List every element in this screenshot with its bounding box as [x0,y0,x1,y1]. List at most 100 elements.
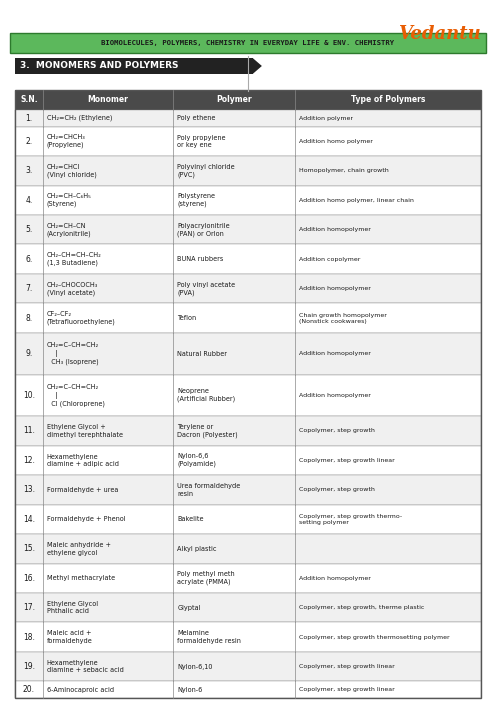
Text: Addition homo polymer: Addition homo polymer [299,139,372,144]
Text: Polyacrylonitrile
(PAN) or Orlon: Polyacrylonitrile (PAN) or Orlon [178,223,230,237]
Text: 17.: 17. [23,603,35,612]
Text: Urea formaldehyde
resin: Urea formaldehyde resin [178,483,241,496]
Text: Poly vinyl acetate
(PVA): Poly vinyl acetate (PVA) [178,282,236,296]
FancyBboxPatch shape [15,534,481,564]
FancyBboxPatch shape [15,682,481,698]
Text: Poly ethene: Poly ethene [178,115,216,121]
Text: Formaldehyde + Phenol: Formaldehyde + Phenol [47,517,125,522]
Text: CH₂=CHCH₃
(Propylene): CH₂=CHCH₃ (Propylene) [47,134,86,148]
FancyBboxPatch shape [15,375,481,416]
Text: 3.  MONOMERS AND POLYMERS: 3. MONOMERS AND POLYMERS [20,62,179,70]
FancyBboxPatch shape [15,505,481,534]
Text: BIOMOLECULES, POLYMERS, CHEMISTRY IN EVERYDAY LIFE & ENV. CHEMISTRY: BIOMOLECULES, POLYMERS, CHEMISTRY IN EVE… [102,40,394,46]
Text: CH₂=C–CH=CH₂
    |
  CH₃ (Isoprene): CH₂=C–CH=CH₂ | CH₃ (Isoprene) [47,343,99,365]
Text: Maleic anhydride +
ethylene glycol: Maleic anhydride + ethylene glycol [47,542,111,555]
Text: Copolymer, step growth linear: Copolymer, step growth linear [299,458,394,463]
Text: Bakelite: Bakelite [178,517,204,522]
Text: CH₂=CH–CN
(Acrylonitrile): CH₂=CH–CN (Acrylonitrile) [47,223,91,237]
Text: Neoprene
(Artificial Rubber): Neoprene (Artificial Rubber) [178,388,236,402]
FancyBboxPatch shape [15,126,481,156]
Text: Chain growth homopolymer
(Nonstick cookwares): Chain growth homopolymer (Nonstick cookw… [299,312,386,324]
FancyBboxPatch shape [15,593,481,623]
Text: CH₂–CH=CH–CH₂
(1,3 Butadiene): CH₂–CH=CH–CH₂ (1,3 Butadiene) [47,252,102,266]
Text: Addition polymer: Addition polymer [299,116,353,121]
Text: 4.: 4. [25,196,33,205]
FancyBboxPatch shape [15,215,481,244]
FancyBboxPatch shape [15,156,481,185]
FancyBboxPatch shape [15,475,481,505]
Text: Polymer: Polymer [216,95,252,104]
Text: 13.: 13. [23,485,35,494]
FancyBboxPatch shape [15,58,253,74]
Text: Copolymer, step growth: Copolymer, step growth [299,428,374,434]
FancyBboxPatch shape [15,446,481,475]
Text: 7.: 7. [25,284,33,293]
Text: 1.: 1. [25,114,32,123]
Text: CH₂–CHOCOCH₃
(Vinyl acetate): CH₂–CHOCOCH₃ (Vinyl acetate) [47,282,98,296]
Text: 9.: 9. [25,349,33,358]
FancyBboxPatch shape [15,303,481,333]
Text: Ethylene Glycol
Phthalic acid: Ethylene Glycol Phthalic acid [47,601,98,614]
Text: Addition homopolymer: Addition homopolymer [299,351,371,356]
Text: CH₂=CH–C₆H₅
(Styrene): CH₂=CH–C₆H₅ (Styrene) [47,193,92,207]
Text: Nylon-6,10: Nylon-6,10 [178,663,213,670]
Text: CH₂=CHCl
(Vinyl chloride): CH₂=CHCl (Vinyl chloride) [47,164,97,178]
Text: 6-Aminocaproic acid: 6-Aminocaproic acid [47,687,114,693]
FancyBboxPatch shape [15,416,481,446]
Text: Teflon: Teflon [178,315,196,321]
Text: Addition copolymer: Addition copolymer [299,257,360,262]
Text: 11.: 11. [23,427,35,435]
Text: Formaldehyde + urea: Formaldehyde + urea [47,487,118,493]
Text: Addition homopolymer: Addition homopolymer [299,576,371,581]
Text: Addition homopolymer: Addition homopolymer [299,227,371,232]
Text: Glyptal: Glyptal [178,604,201,611]
FancyBboxPatch shape [15,564,481,593]
Text: 5.: 5. [25,225,33,234]
Text: CF₂–CF₂
(Tetrafluoroethylene): CF₂–CF₂ (Tetrafluoroethylene) [47,311,116,325]
Text: 16.: 16. [23,574,35,583]
Text: Copolymer, step growth: Copolymer, step growth [299,487,374,492]
FancyBboxPatch shape [15,333,481,375]
Text: Melamine
formaldehyde resin: Melamine formaldehyde resin [178,630,241,644]
Text: CH₂=C–CH=CH₂
    |
  Cl (Chloroprene): CH₂=C–CH=CH₂ | Cl (Chloroprene) [47,384,105,406]
Text: Methyl methacrylate: Methyl methacrylate [47,575,115,581]
FancyBboxPatch shape [15,90,481,110]
Text: Copolymer, step growth thermosetting polymer: Copolymer, step growth thermosetting pol… [299,635,449,640]
Text: Copolymer, step growth linear: Copolymer, step growth linear [299,687,394,692]
FancyBboxPatch shape [15,244,481,274]
Text: Terylene or
Dacron (Polyester): Terylene or Dacron (Polyester) [178,424,238,438]
Text: 18.: 18. [23,633,35,642]
Text: 8.: 8. [25,314,32,323]
Text: S.N.: S.N. [20,95,38,104]
Text: Nylon-6: Nylon-6 [178,687,203,693]
Text: Addition homo polymer, linear chain: Addition homo polymer, linear chain [299,198,414,203]
Text: 2.: 2. [25,137,32,146]
FancyBboxPatch shape [15,110,481,126]
Text: Poly propylene
or key ene: Poly propylene or key ene [178,135,226,148]
Text: 15.: 15. [23,544,35,553]
Text: Addition homopolymer: Addition homopolymer [299,393,371,398]
FancyBboxPatch shape [15,274,481,303]
Text: Addition homopolymer: Addition homopolymer [299,286,371,291]
Polygon shape [253,58,262,74]
Text: 19.: 19. [23,662,35,671]
Text: Type of Polymers: Type of Polymers [351,95,425,104]
FancyBboxPatch shape [10,33,486,53]
Text: 3.: 3. [25,166,33,176]
Text: Nylon-6,6
(Polyamide): Nylon-6,6 (Polyamide) [178,453,216,468]
Text: Copolymer, step growth linear: Copolymer, step growth linear [299,664,394,669]
Text: 12.: 12. [23,456,35,465]
Text: Copolymer, step growth, therme plastic: Copolymer, step growth, therme plastic [299,605,424,610]
Text: Polystyrene
(styrene): Polystyrene (styrene) [178,193,215,207]
Text: Vedantu: Vedantu [398,25,481,43]
Text: Maleic acid +
formaldehyde: Maleic acid + formaldehyde [47,630,93,644]
Text: Monomer: Monomer [88,95,128,104]
Text: BUNA rubbers: BUNA rubbers [178,256,224,263]
Text: Hexamethylene
diamine + adipic acid: Hexamethylene diamine + adipic acid [47,453,119,468]
Text: Polyvinyl chloride
(PVC): Polyvinyl chloride (PVC) [178,164,235,178]
Text: CH₂=CH₂ (Ethylene): CH₂=CH₂ (Ethylene) [47,115,112,121]
Text: Poly methyl meth
acrylate (PMMA): Poly methyl meth acrylate (PMMA) [178,571,235,585]
Text: 20.: 20. [23,685,35,694]
Text: Natural Rubber: Natural Rubber [178,351,227,357]
FancyBboxPatch shape [15,623,481,652]
